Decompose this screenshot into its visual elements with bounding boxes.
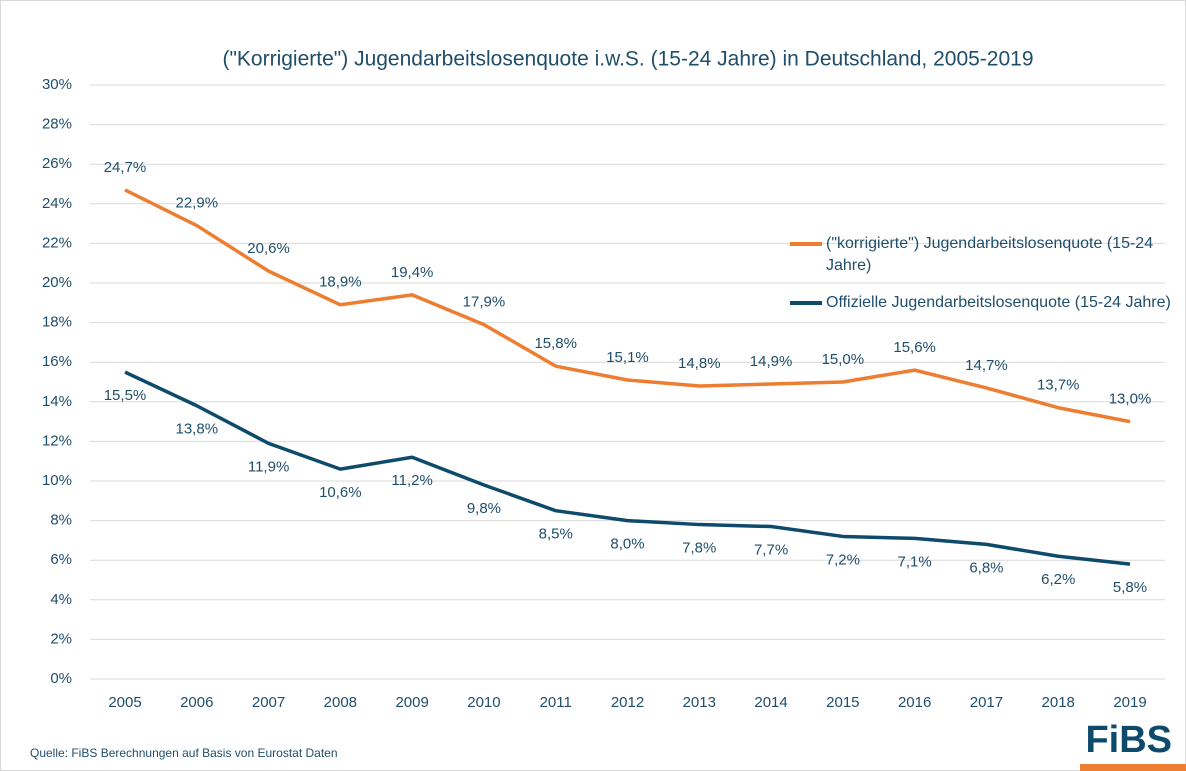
y-tick-label: 22% [42,234,72,251]
data-label: 13,7% [1037,377,1080,394]
data-label: 7,2% [826,551,860,568]
data-label: 6,2% [1041,571,1075,588]
data-label: 24,7% [104,159,147,176]
legend-label: Offizielle Jugendarbeitslosenquote (15-2… [826,294,1171,311]
y-tick-label: 16% [42,353,72,370]
x-tick-label: 2007 [252,694,285,711]
data-label: 7,1% [898,553,932,570]
y-tick-label: 14% [42,393,72,410]
y-tick-label: 6% [50,551,72,568]
data-label: 11,2% [391,472,432,489]
x-tick-label: 2009 [395,694,428,711]
logo: FiBS [1085,719,1172,761]
data-label: 20,6% [247,240,290,257]
y-tick-label: 24% [42,195,72,212]
data-label: 14,7% [965,357,1008,374]
logo-bar [1080,764,1186,771]
y-tick-label: 26% [42,155,72,172]
x-tick-label: 2006 [180,694,213,711]
y-tick-label: 12% [42,432,72,449]
data-label: 18,9% [319,274,362,291]
y-tick-label: 18% [42,314,72,331]
x-tick-label: 2015 [826,694,859,711]
data-label: 5,8% [1113,579,1147,596]
data-label: 8,5% [539,526,573,543]
x-tick-label: 2010 [467,694,500,711]
y-tick-label: 10% [42,472,72,489]
y-tick-label: 28% [42,116,72,133]
data-label: 6,8% [969,559,1003,576]
x-tick-label: 2011 [540,694,572,711]
y-tick-label: 20% [42,274,72,291]
data-label: 22,9% [176,195,219,212]
data-label: 14,9% [750,353,793,370]
legend-label: ("korrigierte") Jugendarbeitslosenquote … [826,235,1154,274]
data-label: 19,4% [391,264,434,281]
data-label: 9,8% [467,500,501,517]
data-label: 10,6% [319,484,362,501]
chart-title: ("Korrigierte") Jugendarbeitslosenquote … [222,48,1033,71]
data-label: 7,8% [682,540,716,557]
data-label: 15,8% [534,335,577,352]
data-label: 13,0% [1109,391,1152,408]
data-label: 13,8% [176,421,219,438]
x-tick-label: 2018 [1042,694,1075,711]
legend-line [790,301,822,305]
x-tick-label: 2019 [1113,694,1146,711]
x-tick-label: 2008 [324,694,357,711]
line [124,188,1131,424]
legend-line [790,242,822,246]
data-label: 17,9% [463,294,506,311]
data-label: 14,8% [678,355,721,372]
x-tick-label: 2012 [611,694,644,711]
x-tick-label: 2013 [683,694,716,711]
x-tick-label: 2017 [970,694,1003,711]
data-label: 7,7% [754,542,788,559]
y-tick-label: 8% [50,512,72,529]
x-tick-label: 2016 [898,694,931,711]
x-tick-label: 2014 [754,694,787,711]
data-label: 8,0% [610,536,644,553]
data-label: 15,5% [104,387,147,404]
data-label: 15,1% [606,349,649,366]
data-label: 15,6% [893,339,936,356]
y-tick-label: 30% [42,76,72,93]
y-tick-label: 4% [50,591,72,608]
y-tick-label: 2% [50,630,72,647]
data-label: 15,0% [822,351,865,368]
source: Quelle: FiBS Berechnungen auf Basis von … [30,746,338,760]
y-tick-label: 0% [50,670,72,687]
data-label: 11,9% [248,458,289,475]
line [124,370,1131,566]
x-tick-label: 2005 [108,694,141,711]
